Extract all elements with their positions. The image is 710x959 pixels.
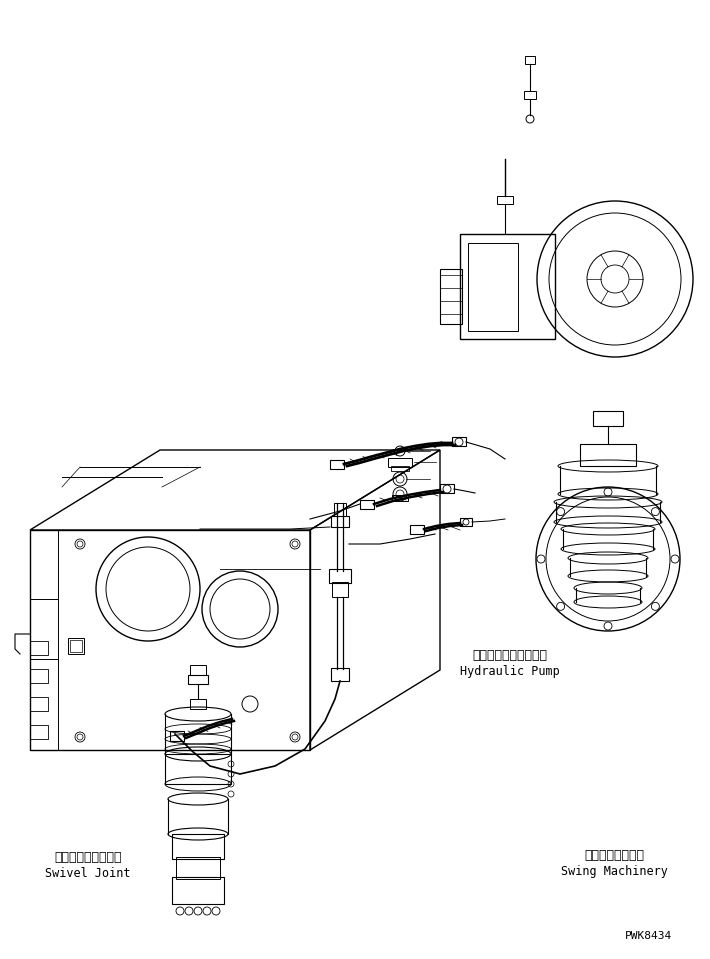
Bar [580,444,636,466]
Bar [334,503,346,516]
Bar [170,731,184,741]
Bar [30,669,48,683]
Bar [452,437,466,446]
Bar [30,641,48,655]
Bar [525,56,535,64]
Bar [172,834,224,859]
Bar [331,668,349,681]
Bar [460,234,555,339]
Bar [172,877,224,904]
Text: Swing Machinery: Swing Machinery [561,865,667,878]
Text: Hydraulic Pump: Hydraulic Pump [460,665,560,678]
Bar [329,569,351,583]
Bar [68,638,84,654]
Text: スイベルジョイント: スイベルジョイント [54,851,121,864]
Bar [190,665,206,675]
Text: PWK8434: PWK8434 [625,931,672,941]
Bar [30,725,48,739]
Bar [360,500,374,509]
Text: スイングマシナリ: スイングマシナリ [584,849,644,862]
Bar [332,582,348,597]
Bar [440,484,454,493]
Bar [331,516,349,527]
Bar [330,460,344,469]
Bar [497,196,513,204]
Bar [30,697,48,711]
Bar [391,466,409,471]
Bar [190,699,206,709]
Bar [524,91,536,99]
Bar [410,525,424,534]
Bar [593,411,623,426]
Bar [460,518,472,526]
Text: ハイドロリックポンプ: ハイドロリックポンプ [472,649,547,662]
Bar [70,640,82,652]
Bar [176,857,220,879]
Bar [440,269,462,324]
Bar [388,458,412,467]
Bar [188,675,208,684]
Text: Swivel Joint: Swivel Joint [45,867,131,880]
Bar [468,243,518,331]
Bar [165,754,231,784]
Bar [392,495,408,501]
